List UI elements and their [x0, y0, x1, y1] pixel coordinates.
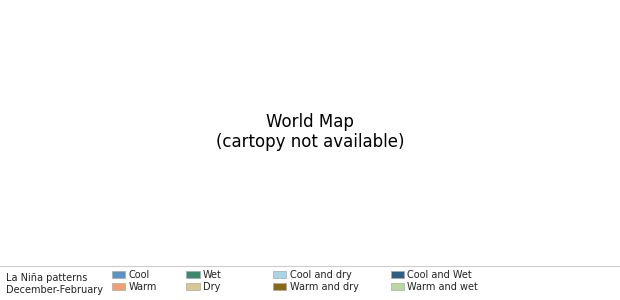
Text: Cool and dry: Cool and dry — [290, 269, 352, 280]
Text: Warm and dry: Warm and dry — [290, 281, 358, 292]
Text: Wet: Wet — [203, 269, 221, 280]
Text: La Niña patterns
December-February: La Niña patterns December-February — [6, 273, 103, 295]
Text: Warm and wet: Warm and wet — [407, 281, 478, 292]
Text: Cool and Wet: Cool and Wet — [407, 269, 472, 280]
Text: Warm: Warm — [128, 281, 157, 292]
Text: World Map
(cartopy not available): World Map (cartopy not available) — [216, 112, 404, 152]
Text: Dry: Dry — [203, 281, 220, 292]
Text: Cool: Cool — [128, 269, 149, 280]
